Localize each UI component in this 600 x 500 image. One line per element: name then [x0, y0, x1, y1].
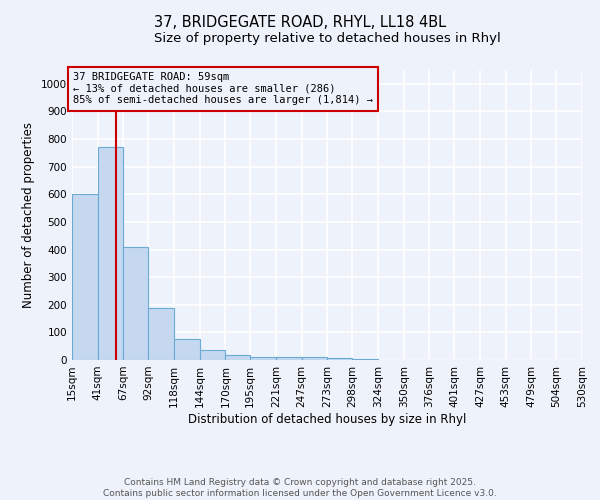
Text: 37 BRIDGEGATE ROAD: 59sqm
← 13% of detached houses are smaller (286)
85% of semi: 37 BRIDGEGATE ROAD: 59sqm ← 13% of detac…: [73, 72, 373, 106]
Bar: [98, 148, 124, 360]
Bar: [72, 194, 98, 360]
Y-axis label: Number of detached properties: Number of detached properties: [22, 122, 35, 308]
Bar: [276, 357, 302, 360]
Bar: [124, 247, 148, 360]
X-axis label: Distribution of detached houses by size in Rhyl: Distribution of detached houses by size …: [188, 412, 466, 426]
Bar: [250, 356, 276, 360]
Bar: [174, 340, 200, 360]
Title: Size of property relative to detached houses in Rhyl: Size of property relative to detached ho…: [154, 32, 500, 45]
Text: Contains HM Land Registry data © Crown copyright and database right 2025.
Contai: Contains HM Land Registry data © Crown c…: [103, 478, 497, 498]
Text: 37, BRIDGEGATE ROAD, RHYL, LL18 4BL: 37, BRIDGEGATE ROAD, RHYL, LL18 4BL: [154, 15, 446, 30]
Bar: [148, 308, 174, 360]
Bar: [226, 356, 250, 360]
Bar: [352, 358, 378, 360]
Bar: [200, 350, 226, 360]
Bar: [328, 358, 352, 360]
Bar: [302, 357, 328, 360]
